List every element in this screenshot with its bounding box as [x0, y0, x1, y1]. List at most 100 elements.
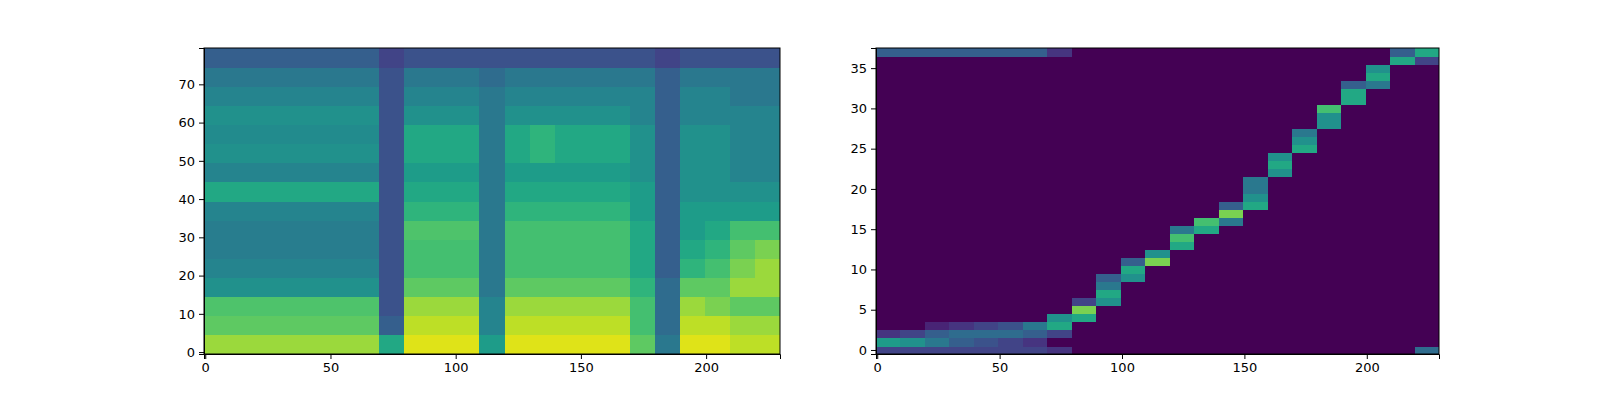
cell	[1145, 88, 1170, 97]
cell	[998, 193, 1023, 202]
tick-label: 10	[850, 262, 867, 277]
cell	[1317, 96, 1342, 105]
cell	[580, 201, 606, 221]
cell	[949, 330, 974, 339]
cell	[1415, 306, 1439, 315]
cell	[974, 233, 999, 242]
cell	[1243, 330, 1268, 339]
cell	[279, 201, 305, 221]
cell	[1341, 322, 1366, 331]
cell	[680, 144, 706, 164]
cell	[1170, 161, 1195, 170]
cell	[1023, 80, 1048, 89]
tick-mark	[199, 237, 204, 238]
cell	[1121, 249, 1146, 258]
cell	[1170, 298, 1195, 307]
cell	[1390, 129, 1415, 138]
cell	[1145, 80, 1170, 89]
cell	[1096, 322, 1121, 331]
cell	[1243, 112, 1268, 121]
cell	[354, 278, 380, 298]
cell	[900, 282, 925, 291]
cell	[1047, 120, 1072, 129]
cell	[1268, 80, 1293, 89]
cell	[1096, 217, 1121, 226]
cell	[1145, 209, 1170, 218]
cell	[974, 137, 999, 146]
cell	[229, 258, 255, 278]
cell	[705, 48, 731, 68]
cell	[304, 297, 330, 317]
cell	[1194, 282, 1219, 291]
cell	[1268, 217, 1293, 226]
cell	[1292, 72, 1317, 81]
cell	[454, 144, 480, 164]
cell	[1072, 80, 1097, 89]
cell	[925, 225, 950, 234]
cell	[925, 112, 950, 121]
cell	[1145, 145, 1170, 154]
cell	[1121, 225, 1146, 234]
cell	[1268, 257, 1293, 266]
cell	[479, 201, 505, 221]
cell	[1047, 346, 1072, 354]
cell	[1145, 201, 1170, 210]
cell	[1170, 273, 1195, 282]
cell	[925, 145, 950, 154]
cell	[329, 144, 355, 164]
tick-label: 5	[859, 302, 867, 317]
cell	[1366, 161, 1391, 170]
cell	[705, 335, 731, 354]
cell	[1096, 120, 1121, 129]
cell	[1268, 96, 1293, 105]
cell	[655, 201, 681, 221]
cell	[900, 177, 925, 186]
cell	[998, 346, 1023, 354]
cell	[1390, 298, 1415, 307]
cell	[974, 104, 999, 113]
cell	[755, 258, 780, 278]
cell	[1341, 145, 1366, 154]
cell	[1243, 346, 1268, 354]
tick: 15	[850, 222, 876, 237]
cell	[630, 125, 656, 145]
cell	[229, 335, 255, 354]
cell	[1292, 233, 1317, 242]
cell	[1268, 273, 1293, 282]
cell	[1096, 306, 1121, 315]
cell	[949, 129, 974, 138]
cell	[1072, 241, 1097, 250]
cell	[1121, 193, 1146, 202]
cell	[479, 182, 505, 202]
cell	[505, 278, 531, 298]
cell	[454, 316, 480, 336]
cell	[1170, 217, 1195, 226]
cell	[949, 314, 974, 323]
cell	[1121, 112, 1146, 121]
cell	[1023, 209, 1048, 218]
cell	[1415, 290, 1439, 299]
cell	[1243, 80, 1268, 89]
cell	[1023, 290, 1048, 299]
cell	[655, 278, 681, 298]
cell	[1023, 56, 1048, 65]
cell	[1096, 290, 1121, 299]
cell	[1243, 177, 1268, 186]
cell	[605, 278, 631, 298]
cell	[1317, 273, 1342, 282]
cell	[254, 201, 280, 221]
cell	[454, 105, 480, 125]
cell	[1390, 249, 1415, 258]
cell	[404, 258, 430, 278]
cell	[1243, 273, 1268, 282]
cell	[1096, 201, 1121, 210]
cell	[580, 163, 606, 183]
cell	[1121, 257, 1146, 266]
cell	[379, 144, 405, 164]
cell	[1121, 346, 1146, 354]
cell	[229, 182, 255, 202]
cell	[404, 201, 430, 221]
cell	[1194, 153, 1219, 162]
cell	[404, 316, 430, 336]
cell	[580, 297, 606, 317]
